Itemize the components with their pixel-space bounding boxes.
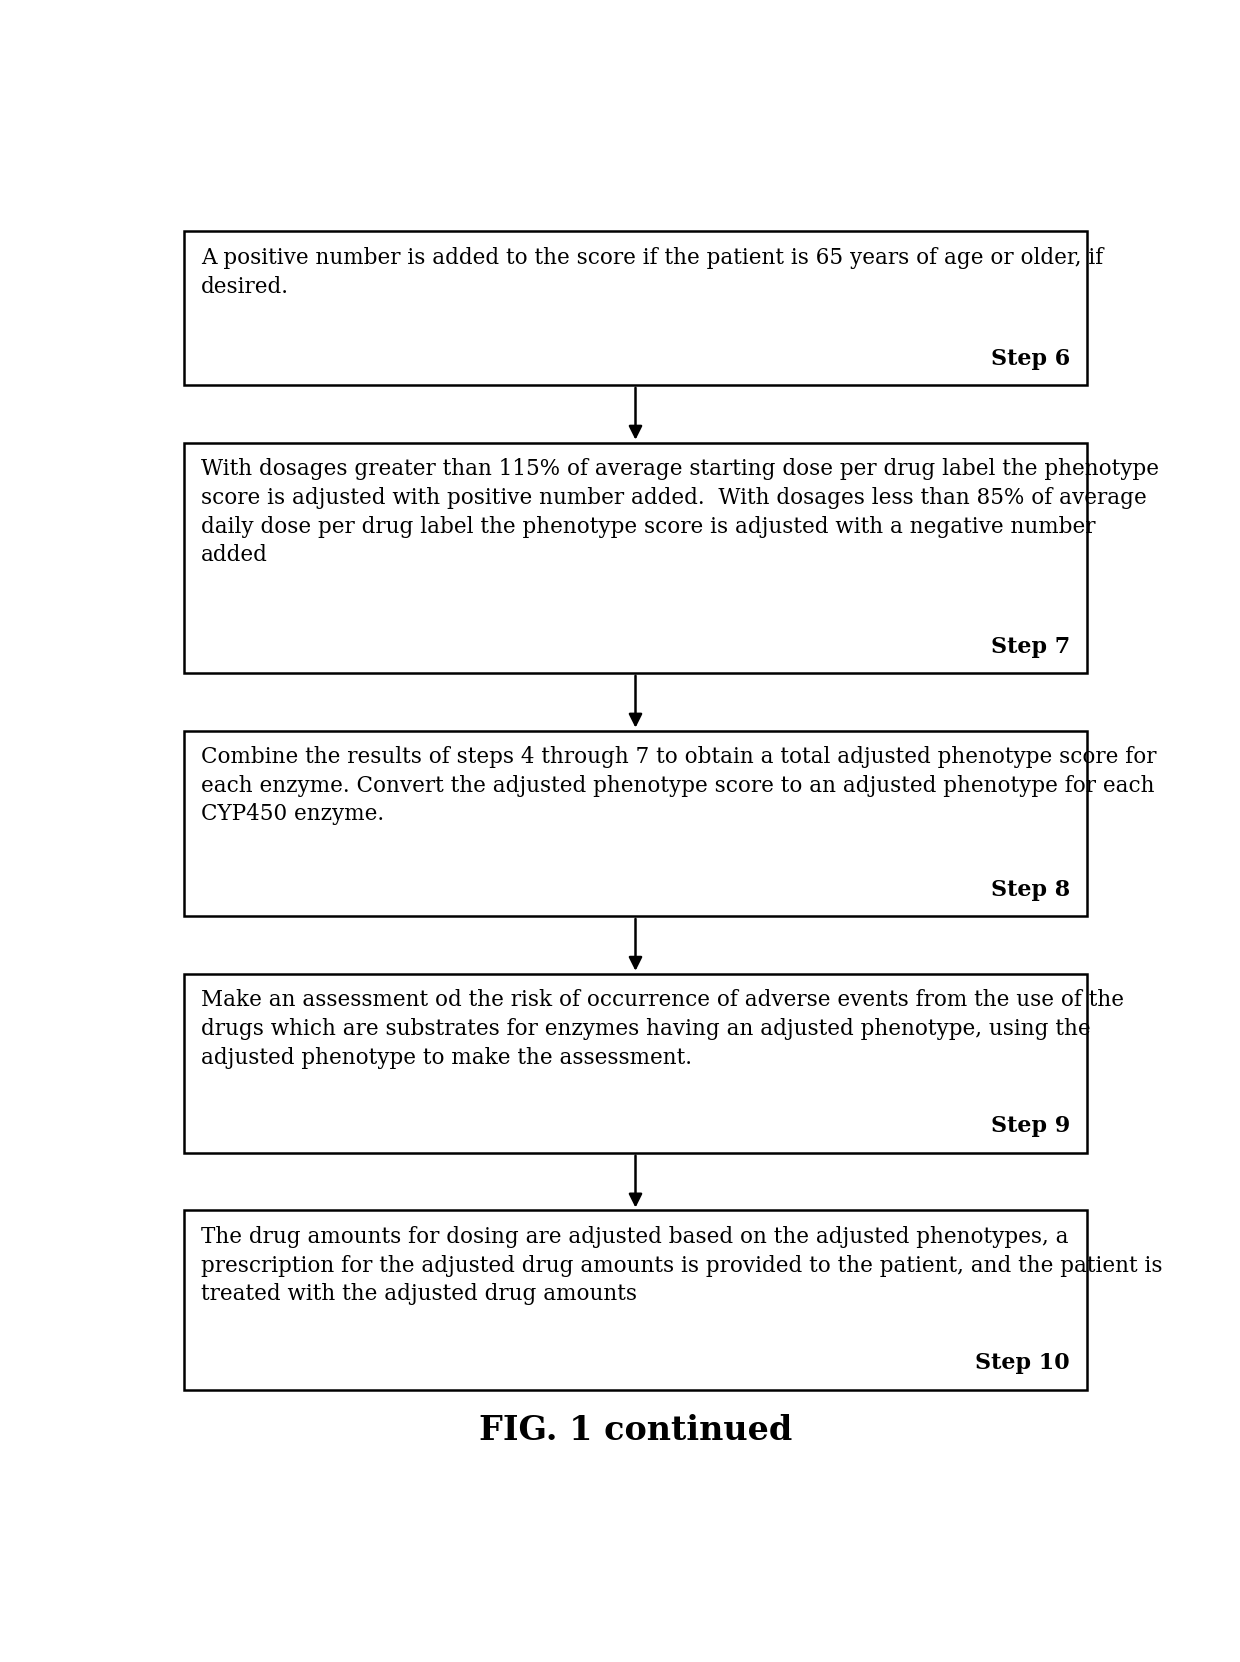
Bar — [184, 1210, 1087, 1389]
Text: Step 10: Step 10 — [975, 1353, 1070, 1374]
Text: FIG. 1 continued: FIG. 1 continued — [479, 1414, 792, 1448]
Text: Step 6: Step 6 — [991, 347, 1070, 369]
Text: Make an assessment od the risk of occurrence of adverse events from the use of t: Make an assessment od the risk of occurr… — [201, 989, 1125, 1069]
Text: Step 7: Step 7 — [991, 635, 1070, 658]
Text: Step 8: Step 8 — [991, 879, 1070, 901]
Text: A positive number is added to the score if the patient is 65 years of age or old: A positive number is added to the score … — [201, 246, 1104, 297]
Bar — [184, 442, 1087, 673]
Text: Step 9: Step 9 — [991, 1115, 1070, 1137]
Text: Combine the results of steps 4 through 7 to obtain a total adjusted phenotype sc: Combine the results of steps 4 through 7… — [201, 746, 1157, 826]
Bar — [184, 974, 1087, 1153]
Text: With dosages greater than 115% of average starting dose per drug label the pheno: With dosages greater than 115% of averag… — [201, 459, 1159, 567]
Bar — [184, 231, 1087, 386]
Bar — [184, 731, 1087, 916]
Text: The drug amounts for dosing are adjusted based on the adjusted phenotypes, a
pre: The drug amounts for dosing are adjusted… — [201, 1227, 1163, 1305]
